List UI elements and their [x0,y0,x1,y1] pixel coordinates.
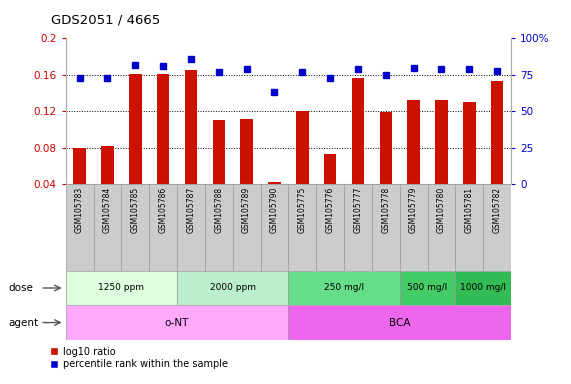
Text: GSM105778: GSM105778 [381,187,391,233]
Text: GSM105786: GSM105786 [159,187,168,233]
Bar [268,182,281,184]
Bar [66,184,94,271]
Bar [177,271,288,305]
Text: 1000 mg/l: 1000 mg/l [460,283,506,293]
Bar [205,184,233,271]
Text: GSM105777: GSM105777 [353,187,363,233]
Text: GSM105780: GSM105780 [437,187,446,233]
Bar [73,148,86,184]
Text: GSM105788: GSM105788 [214,187,223,233]
Bar [435,99,448,184]
Bar [296,111,308,184]
Bar [491,81,504,184]
Text: GSM105782: GSM105782 [493,187,502,233]
Text: 2000 ppm: 2000 ppm [210,283,256,293]
Bar [463,102,476,184]
Bar [456,271,511,305]
Text: GSM105776: GSM105776 [325,187,335,233]
Text: o-NT: o-NT [165,318,189,328]
Text: GDS2051 / 4665: GDS2051 / 4665 [51,14,160,27]
Bar [184,70,197,184]
Legend: log10 ratio, percentile rank within the sample: log10 ratio, percentile rank within the … [51,347,228,369]
Bar [240,119,253,184]
Bar [122,184,149,271]
Bar [149,184,177,271]
Text: GSM105775: GSM105775 [297,187,307,233]
Bar [233,184,260,271]
Bar [428,184,456,271]
Bar [456,184,483,271]
Text: 250 mg/l: 250 mg/l [324,283,364,293]
Bar [288,305,511,340]
Bar [352,78,364,184]
Text: GSM105781: GSM105781 [465,187,474,233]
Bar [101,146,114,184]
Bar [344,184,372,271]
Text: agent: agent [9,318,39,328]
Bar [94,184,122,271]
Text: BCA: BCA [389,318,411,328]
Bar [260,184,288,271]
Bar [288,271,400,305]
Text: GSM105784: GSM105784 [103,187,112,233]
Bar [407,99,420,184]
Text: GSM105785: GSM105785 [131,187,140,233]
Text: dose: dose [9,283,34,293]
Bar [316,184,344,271]
Bar [400,271,456,305]
Bar [157,74,170,184]
Text: GSM105783: GSM105783 [75,187,84,233]
Text: GSM105790: GSM105790 [270,187,279,233]
Bar [372,184,400,271]
Bar [483,184,511,271]
Text: 500 mg/l: 500 mg/l [408,283,448,293]
Bar [129,74,142,184]
Text: GSM105789: GSM105789 [242,187,251,233]
Bar [400,184,428,271]
Bar [324,154,336,184]
Bar [177,184,205,271]
Bar [380,112,392,184]
Text: 1250 ppm: 1250 ppm [98,283,144,293]
Bar [212,121,225,184]
Bar [66,305,288,340]
Bar [288,184,316,271]
Text: GSM105779: GSM105779 [409,187,418,233]
Bar [66,271,177,305]
Text: GSM105787: GSM105787 [186,187,195,233]
